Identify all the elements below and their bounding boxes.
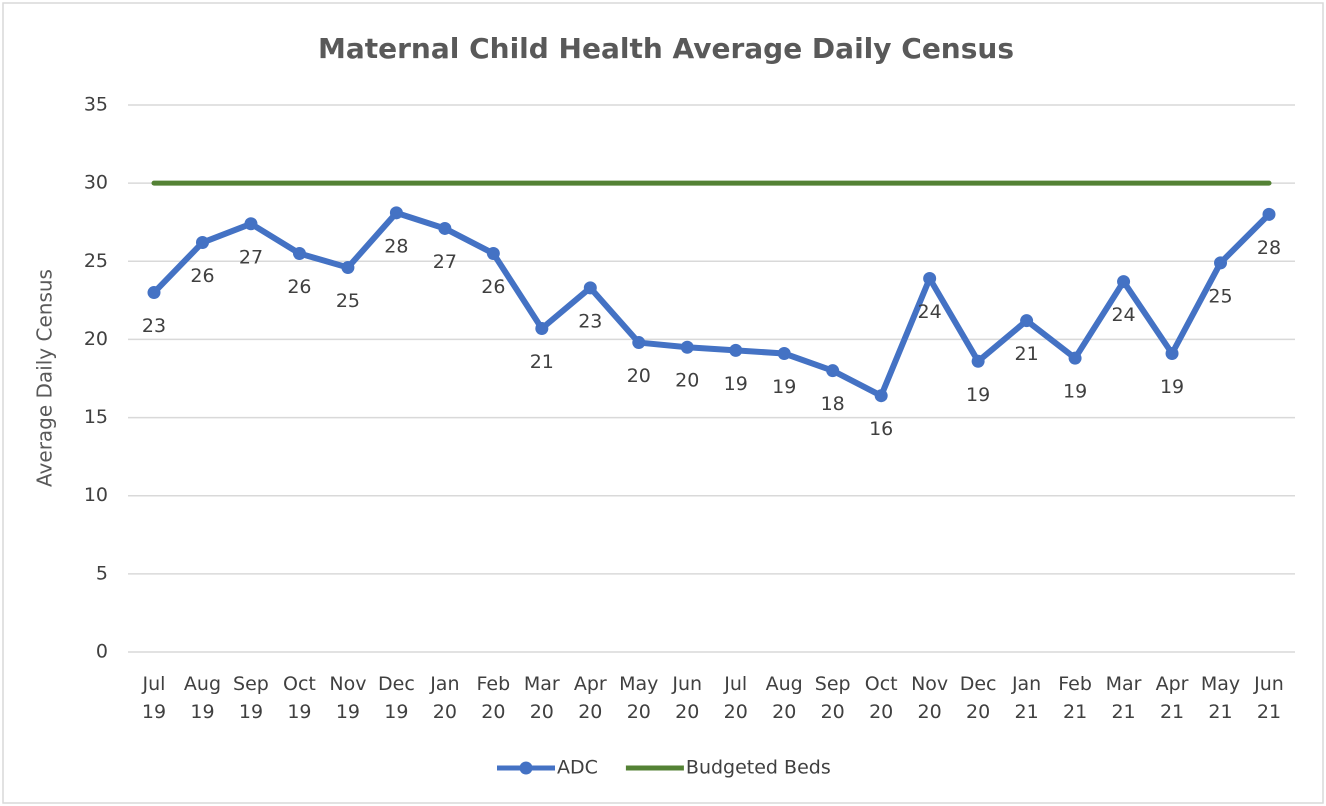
x-tick-label: Nov 20 [911,673,949,723]
y-tick-label: 20 [84,328,108,350]
x-tick-label: Jul 19 [141,673,167,723]
data-label: 26 [287,276,311,298]
x-tick-label: Jun 21 [1254,673,1284,723]
chart-title: Maternal Child Health Average Daily Cens… [318,32,1014,65]
data-point [438,221,452,235]
data-label: 27 [433,251,457,273]
data-point [1165,346,1179,360]
data-point [486,246,500,260]
data-point [341,261,355,275]
data-label: 19 [772,376,796,398]
data-label: 16 [869,418,893,440]
y-tick-label: 5 [96,562,108,584]
x-tick-label: Oct 20 [864,673,898,723]
x-tick-label: Sep 20 [814,673,851,723]
data-point [729,343,743,357]
data-point [583,281,597,295]
x-tick-label: Dec 19 [378,673,415,723]
x-tick-label: May 20 [619,673,659,723]
x-tick-label: Oct 19 [282,673,316,723]
data-point [292,246,306,260]
data-label: 23 [142,315,166,337]
legend-label: Budgeted Beds [686,757,831,779]
x-tick-label: Jan 21 [1011,673,1042,723]
data-point [826,364,840,378]
x-tick-label: Sep 19 [233,673,269,723]
y-tick-label: 25 [84,250,108,272]
y-tick-label: 15 [84,406,108,428]
data-point [1020,314,1034,328]
data-label: 26 [481,276,505,298]
x-tick-label: Jun 20 [672,673,703,723]
x-tick-label: Nov 19 [329,673,367,723]
data-label: 23 [578,310,602,332]
x-tick-label: Feb 21 [1058,673,1092,723]
data-point [1262,207,1276,221]
data-point [195,236,209,250]
x-tick-label: Jan 20 [430,673,460,723]
data-label: 26 [190,265,214,287]
data-label: 18 [821,393,845,415]
data-point [147,286,161,300]
x-tick-label: Apr 21 [1155,673,1189,723]
data-point [680,340,694,354]
x-tick-label: Feb 20 [476,673,511,723]
x-tick-label: Dec 20 [959,673,997,723]
data-label: 25 [336,290,360,312]
legend-marker [519,761,533,775]
data-point [1117,275,1131,289]
data-point [535,321,549,335]
x-tick-label: Mar 21 [1105,673,1142,723]
x-tick-label: Aug 20 [765,673,803,723]
x-tick-label: Aug 19 [183,673,222,723]
x-tick-label: Jul 20 [723,673,748,723]
data-label: 21 [530,351,554,373]
data-point [244,217,258,231]
data-point [1214,256,1228,270]
y-axis-label: Average Daily Census [33,269,57,487]
data-label: 27 [239,246,263,268]
y-tick-label: 30 [84,172,108,194]
data-label: 21 [1015,343,1039,365]
data-label: 19 [724,373,748,395]
data-point [923,271,937,285]
data-point [632,336,646,350]
y-tick-label: 35 [84,94,108,116]
data-point [389,206,403,220]
data-label: 28 [384,235,408,257]
data-point [777,346,791,360]
x-tick-label: May 21 [1200,673,1241,723]
x-tick-label: Mar 20 [523,673,560,723]
data-label: 20 [675,370,699,392]
data-label: 25 [1208,285,1232,307]
series-line [151,209,1272,399]
data-point [1068,351,1082,365]
data-label: 24 [1111,304,1135,326]
data-label: 20 [627,365,651,387]
data-point [971,354,985,368]
data-label: 19 [1160,376,1184,398]
data-label: 19 [1063,381,1087,403]
y-tick-label: 0 [96,641,108,663]
data-label: 19 [966,384,990,406]
data-label: 24 [918,301,942,323]
x-tick-label: Apr 20 [573,673,607,723]
y-tick-label: 10 [84,484,108,506]
data-point [874,389,888,403]
data-label: 28 [1257,237,1281,259]
legend-label: ADC [557,757,598,779]
